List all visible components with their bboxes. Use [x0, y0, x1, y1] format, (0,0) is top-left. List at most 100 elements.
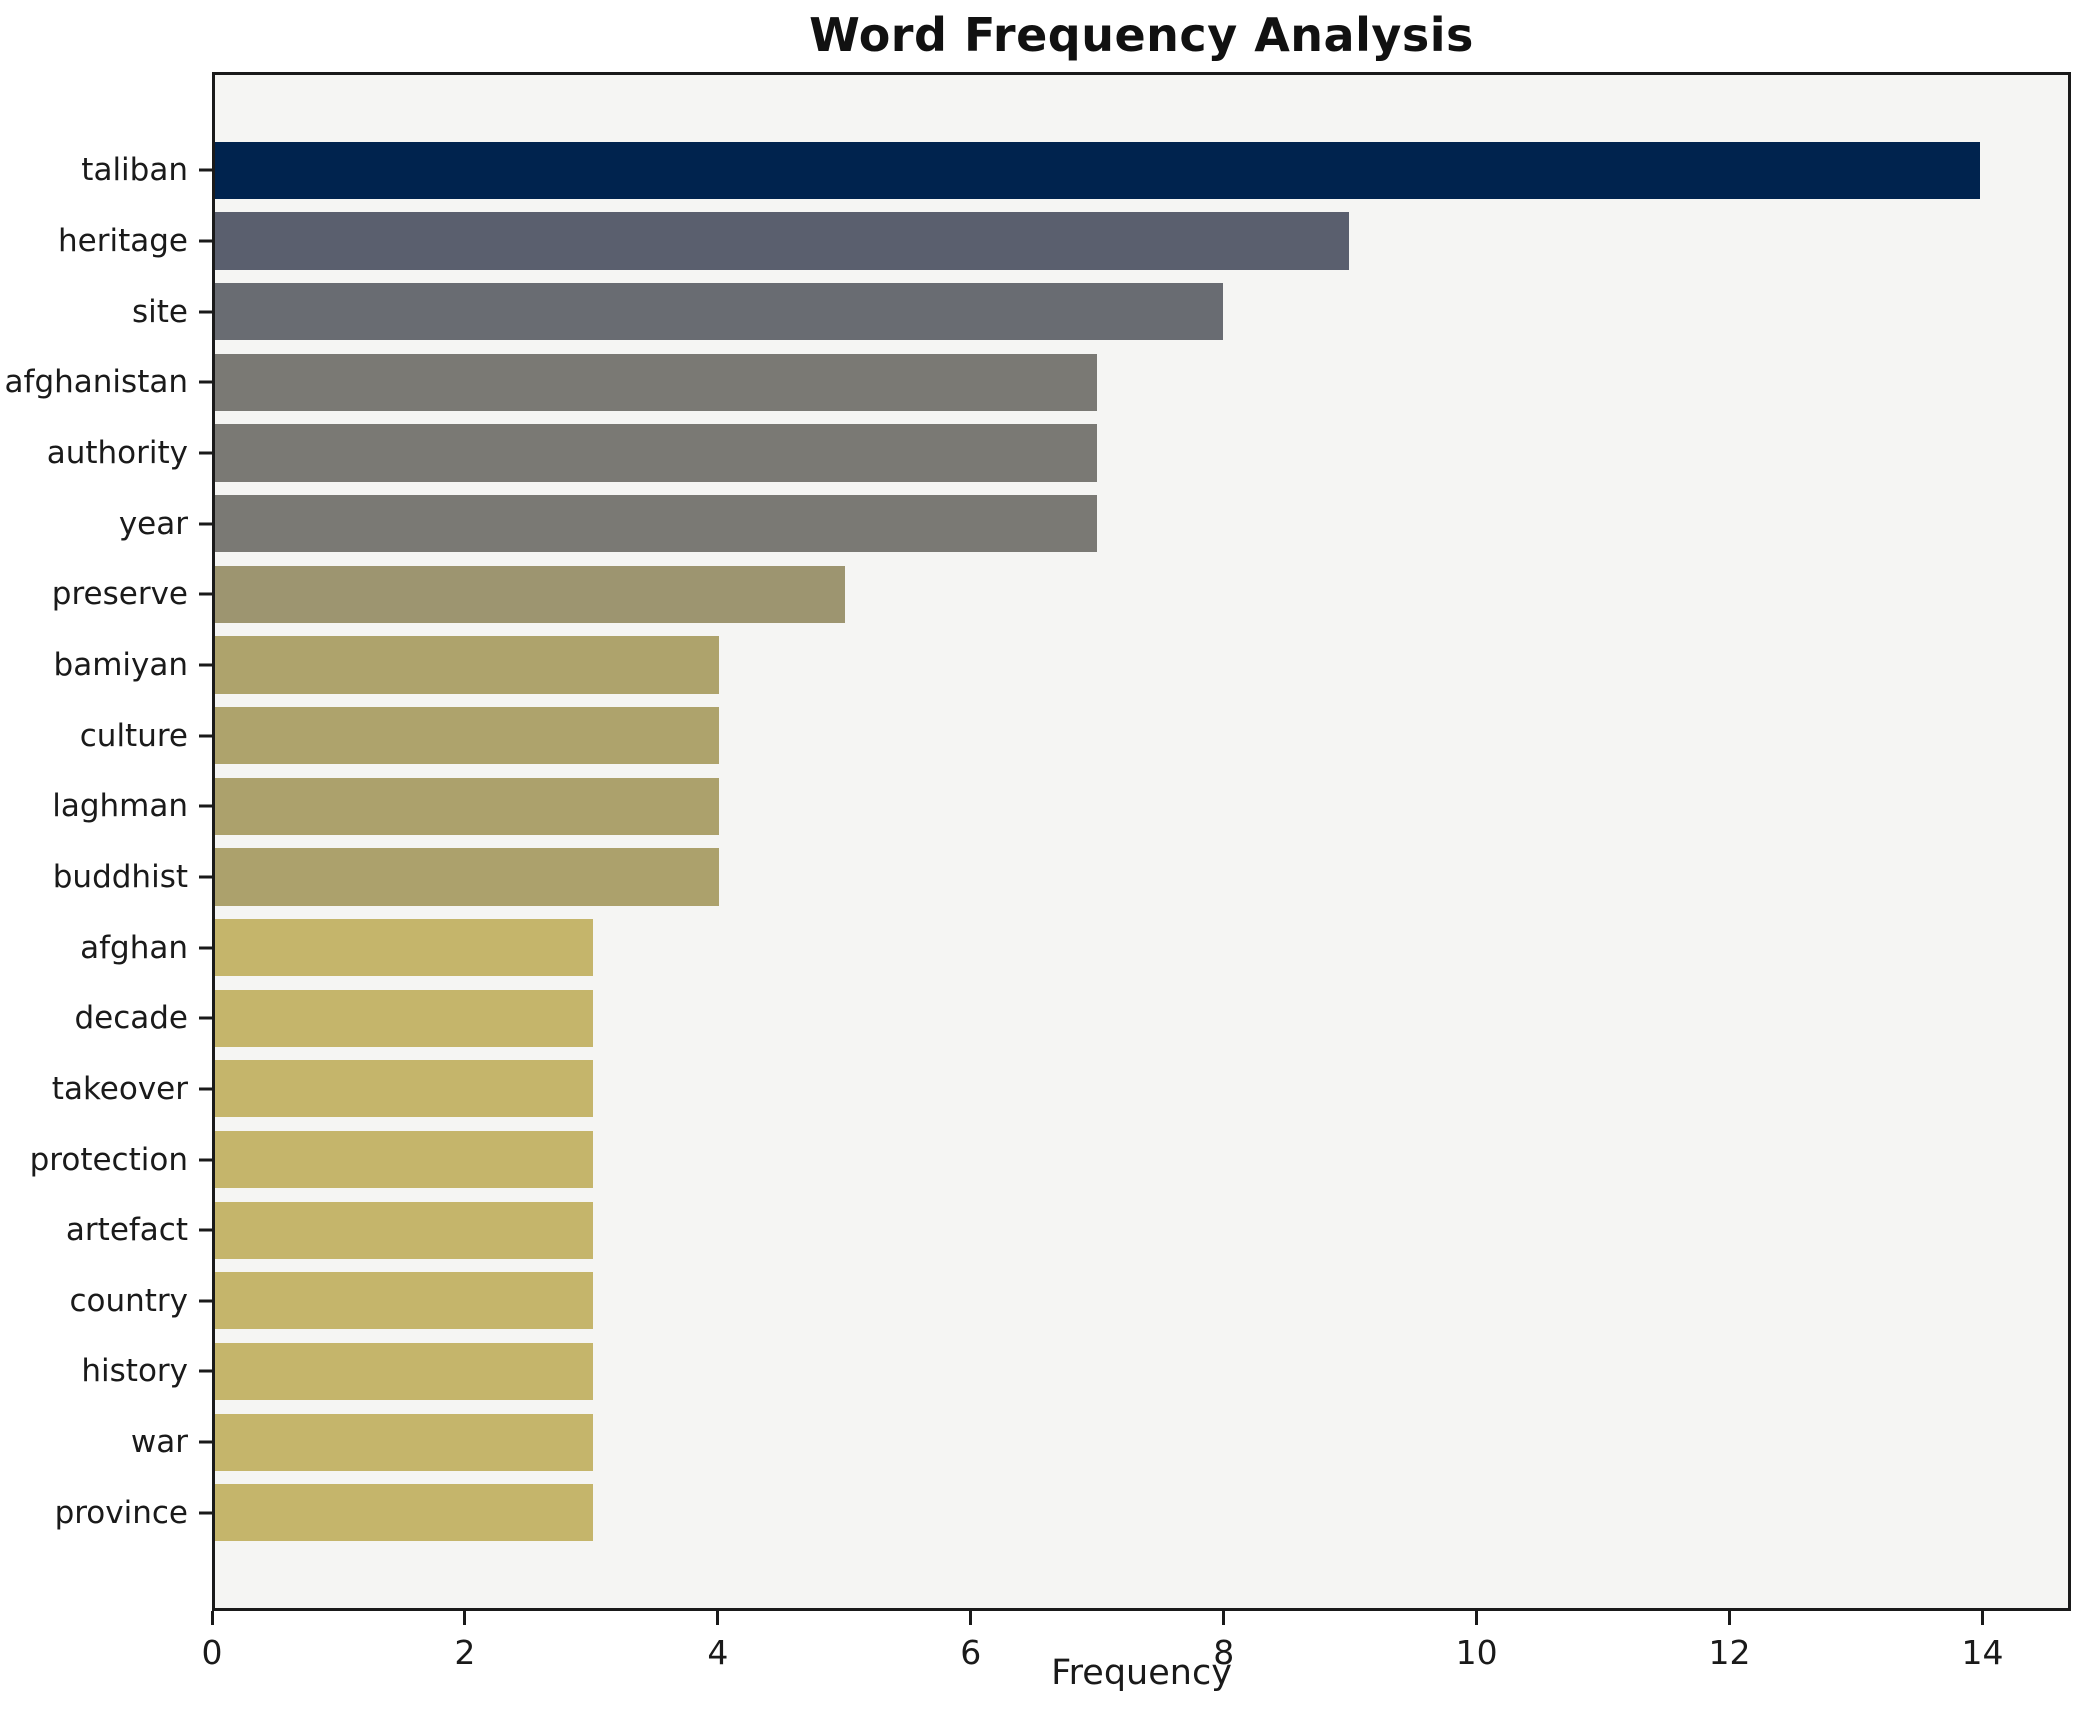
y-axis-category-label: taliban — [81, 152, 188, 189]
x-tick-mark — [1475, 1611, 1479, 1625]
x-tick-label: 10 — [1455, 1633, 1498, 1672]
bar-row-takeover: takeover — [52, 1054, 2068, 1125]
frequency-bar-culture — [215, 706, 720, 765]
frequency-bar-authority — [215, 424, 1098, 482]
frequency-bar-decade — [215, 989, 594, 1047]
x-tick-mark — [969, 1611, 973, 1625]
x-axis-label: Frequency — [1051, 1653, 1232, 1693]
bar-row-culture: culture — [80, 700, 2068, 771]
y-axis-category-label: history — [81, 1353, 188, 1390]
bar-row-preserve: preserve — [52, 559, 2068, 630]
y-axis-category-label: afghan — [80, 929, 188, 966]
bar-row-buddhist: buddhist — [53, 842, 2068, 913]
frequency-bar-province — [215, 1484, 594, 1542]
y-axis-category-label: takeover — [51, 1070, 188, 1107]
y-axis-category-label: country — [69, 1282, 188, 1319]
y-tick-mark — [199, 875, 212, 879]
frequency-bar-taliban — [215, 141, 1980, 199]
x-tick-mark — [1980, 1611, 1984, 1625]
y-axis-category-label: war — [130, 1424, 188, 1461]
y-axis-category-label: heritage — [58, 222, 188, 259]
y-axis-category-label: laghman — [52, 788, 188, 825]
x-tick-label: 12 — [1708, 1633, 1751, 1672]
bar-row-country: country — [69, 1266, 2068, 1337]
frequency-bar-protection — [215, 1130, 594, 1189]
frequency-bar-buddhist — [215, 848, 720, 906]
bar-row-decade: decade — [74, 983, 2068, 1054]
frequency-bar-afghan — [215, 918, 594, 977]
y-axis-category-label: authority — [46, 434, 188, 471]
bar-row-site: site — [132, 276, 2068, 347]
bar-row-province: province — [55, 1477, 2068, 1548]
x-tick-label: 2 — [454, 1633, 476, 1672]
x-tick-mark — [210, 1611, 214, 1625]
x-tick-mark — [716, 1611, 720, 1625]
bar-row-taliban: taliban — [81, 135, 2068, 206]
y-axis-category-label: buddhist — [52, 858, 188, 895]
frequency-bar-laghman — [215, 777, 720, 835]
plot-area: taliban heritage site afghanistan author… — [5, 72, 2071, 1611]
x-tick-mark — [463, 1611, 467, 1625]
y-tick-mark — [199, 592, 212, 596]
y-tick-mark — [199, 804, 212, 808]
bar-row-laghman: laghman — [52, 771, 2068, 842]
y-tick-mark — [199, 946, 212, 950]
frequency-bar-site — [215, 283, 1224, 341]
frequency-bar-preserve — [215, 565, 846, 623]
y-tick-mark — [199, 1299, 212, 1303]
bar-row-artefact: artefact — [66, 1195, 2068, 1266]
bar-row-war: war — [131, 1407, 2068, 1478]
y-tick-mark — [199, 1158, 212, 1162]
y-axis-category-label: site — [132, 293, 188, 330]
frequency-bar-country — [215, 1272, 594, 1330]
bar-row-protection: protection — [30, 1124, 2068, 1195]
y-tick-mark — [199, 1440, 212, 1444]
x-tick-mark — [1728, 1611, 1732, 1625]
y-axis-category-label: culture — [79, 717, 188, 754]
bar-row-bamiyan: bamiyan — [54, 630, 2068, 701]
frequency-bar-bamiyan — [215, 636, 720, 694]
frequency-bar-heritage — [215, 212, 1350, 270]
y-axis-category-label: preserve — [51, 576, 188, 613]
frequency-bar-afghanistan — [215, 353, 1098, 411]
frequency-bar-takeover — [215, 1060, 594, 1118]
y-tick-mark — [199, 1087, 212, 1091]
y-tick-mark — [199, 663, 212, 667]
y-tick-mark — [199, 1016, 212, 1020]
y-axis-category-label: year — [118, 505, 188, 542]
y-axis-category-label: artefact — [65, 1212, 188, 1249]
frequency-bar-year — [215, 495, 1098, 553]
y-tick-mark — [199, 1511, 212, 1515]
chart-title: Word Frequency Analysis — [809, 8, 1474, 62]
bar-row-afghan: afghan — [80, 912, 2068, 983]
bar-row-year: year — [119, 488, 2068, 559]
bar-row-afghanistan: afghanistan — [5, 347, 2068, 418]
y-tick-mark — [199, 734, 212, 738]
x-tick-label: 8 — [1213, 1633, 1235, 1672]
y-tick-mark — [199, 1369, 212, 1373]
y-axis-category-label: protection — [29, 1141, 188, 1178]
y-axis-category-label: afghanistan — [4, 364, 188, 401]
frequency-bar-war — [215, 1413, 594, 1471]
frequency-bar-artefact — [215, 1201, 594, 1259]
bar-row-history: history — [81, 1336, 2068, 1407]
y-tick-mark — [199, 451, 212, 455]
x-tick-label: 4 — [707, 1633, 729, 1672]
bars-container: taliban heritage site afghanistan author… — [5, 75, 2068, 1608]
x-tick-label: 6 — [960, 1633, 982, 1672]
bar-row-authority: authority — [47, 418, 2068, 489]
y-tick-mark — [199, 310, 212, 314]
y-axis-category-label: bamiyan — [53, 646, 188, 683]
x-tick-label: 0 — [201, 1633, 223, 1672]
y-tick-mark — [199, 168, 212, 172]
y-tick-mark — [199, 1228, 212, 1232]
y-tick-mark — [199, 239, 212, 243]
y-tick-mark — [199, 380, 212, 384]
y-axis-category-label: decade — [74, 1000, 188, 1037]
y-axis-category-label: province — [54, 1494, 188, 1531]
bar-row-heritage: heritage — [58, 206, 2068, 277]
y-tick-mark — [199, 522, 212, 526]
x-tick-mark — [1222, 1611, 1226, 1625]
x-tick-label: 14 — [1961, 1633, 2004, 1672]
